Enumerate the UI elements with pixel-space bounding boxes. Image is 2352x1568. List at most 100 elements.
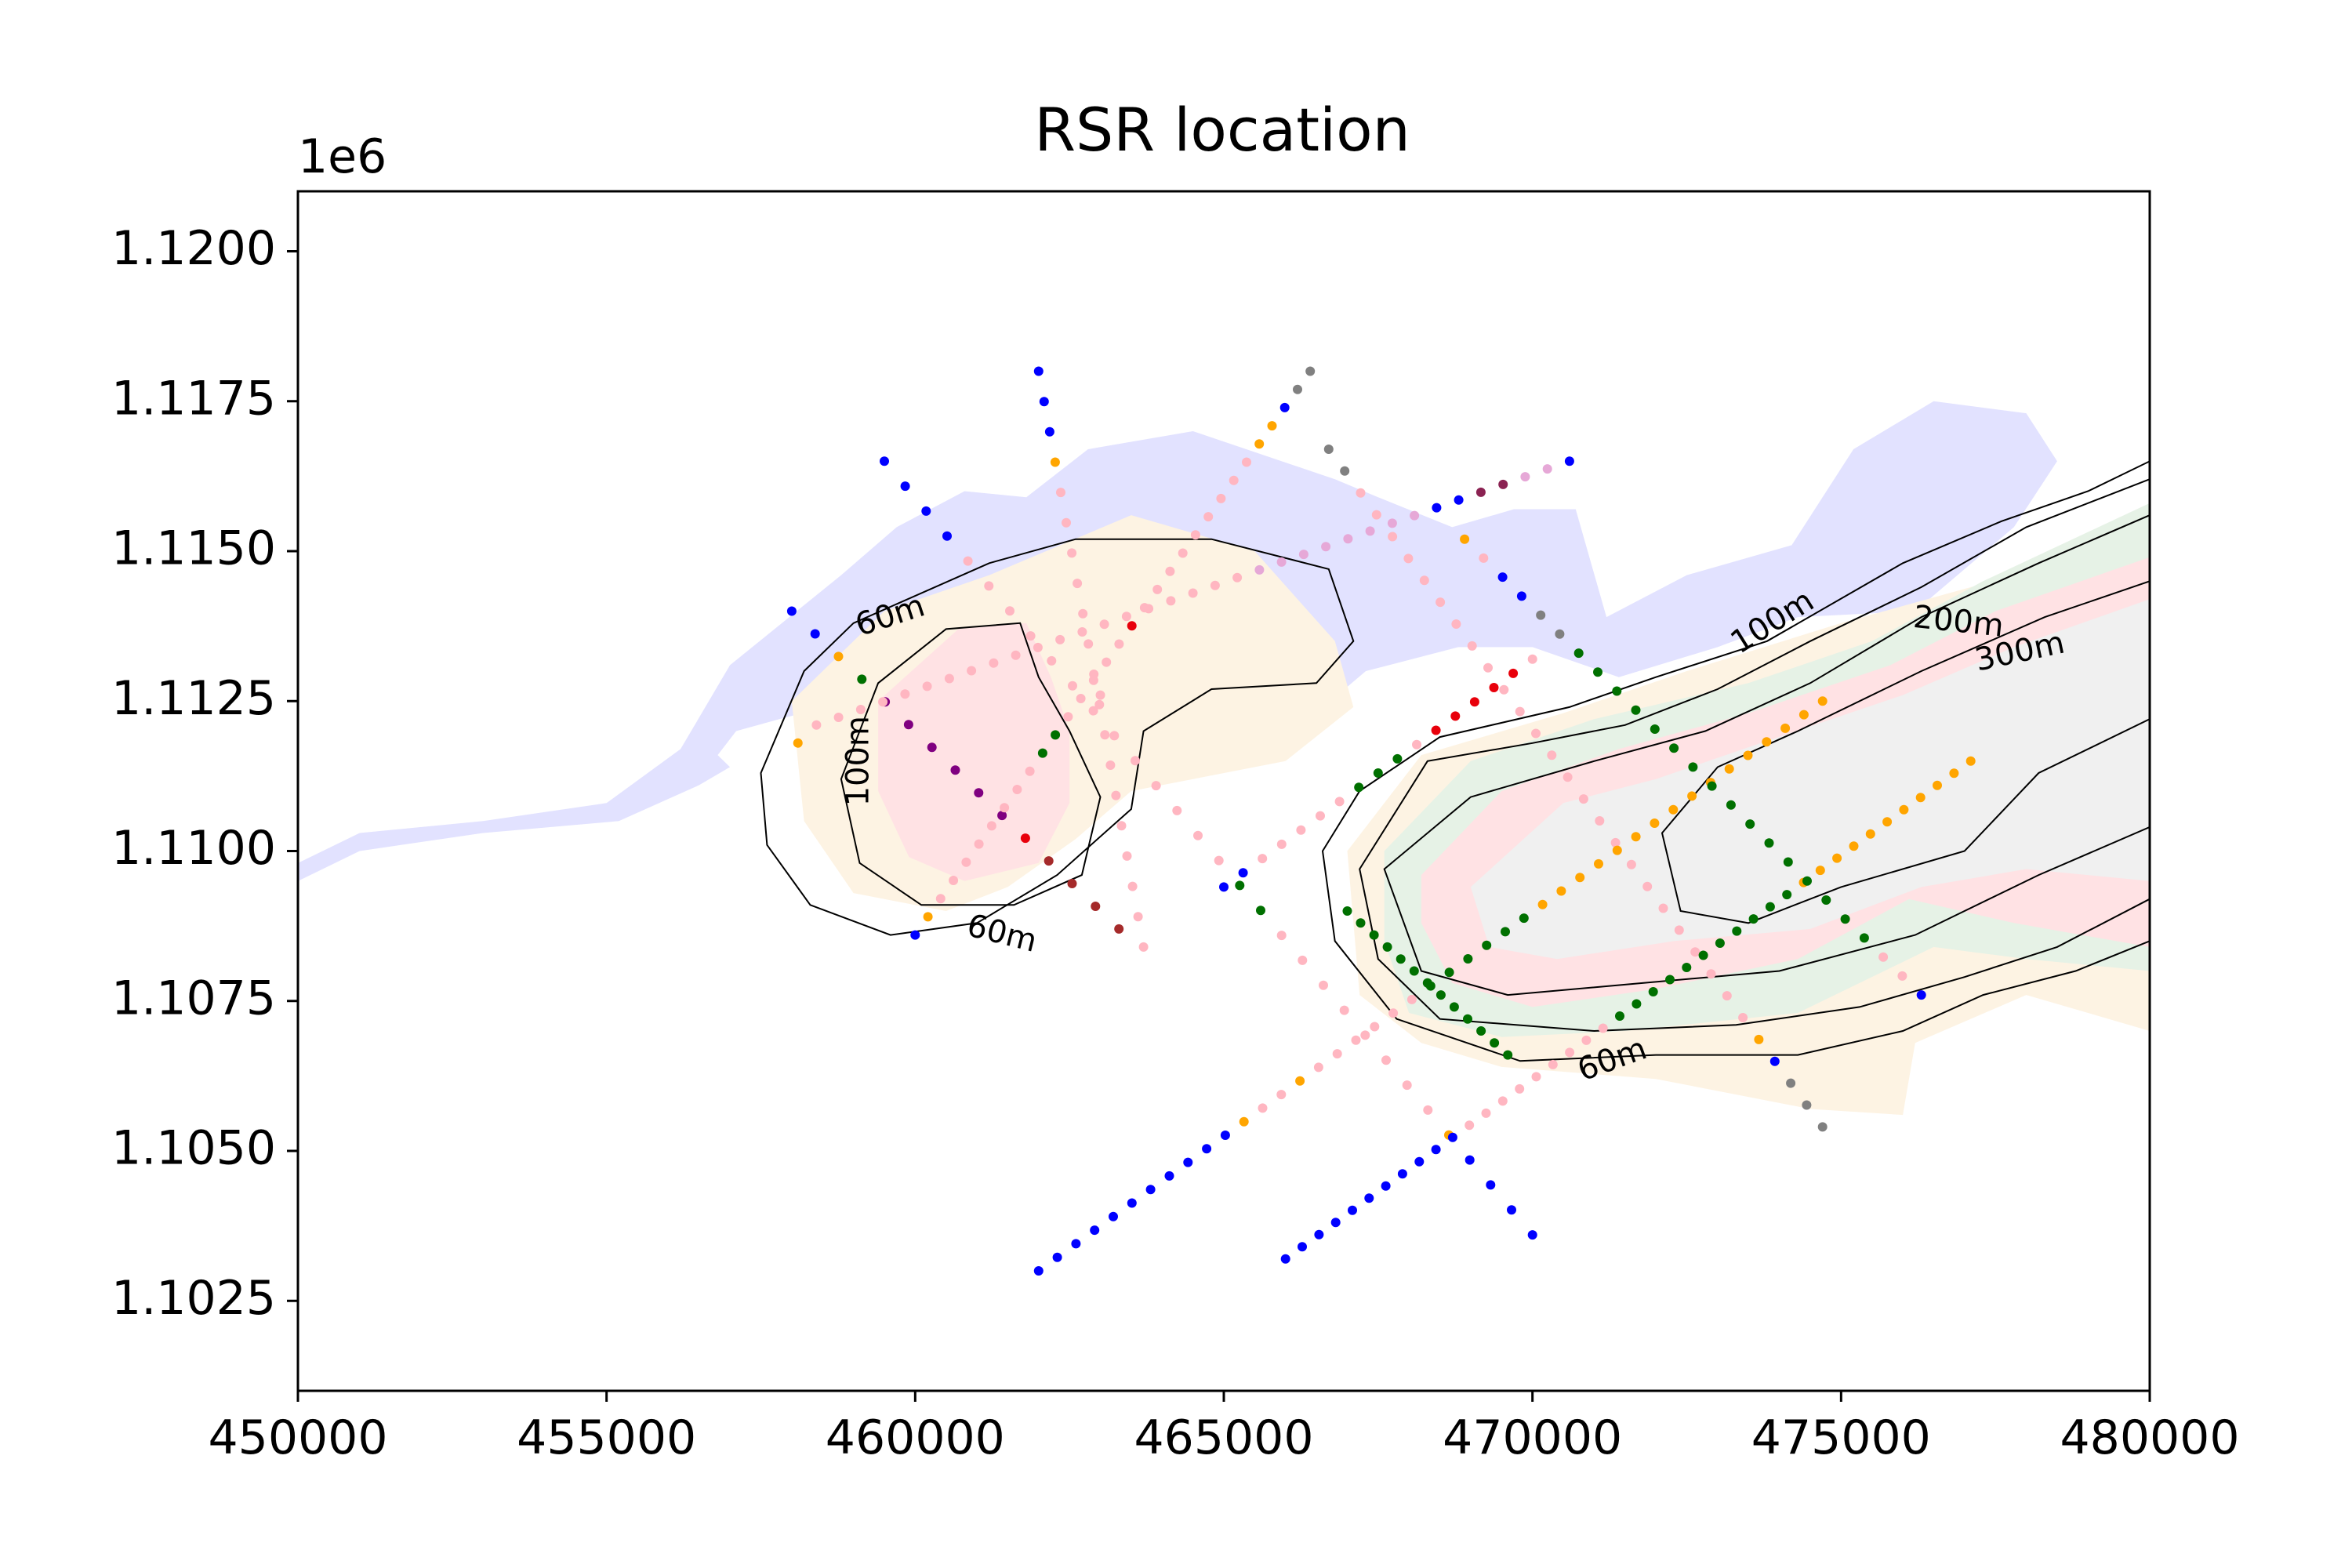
survey-point (1447, 1132, 1457, 1142)
survey-point (1403, 554, 1414, 564)
survey-point (857, 674, 867, 684)
survey-point (997, 811, 1007, 821)
survey-point (1011, 650, 1021, 660)
survey-point (1178, 548, 1188, 558)
survey-point (944, 673, 954, 684)
survey-point (1593, 667, 1602, 677)
survey-point (1392, 753, 1403, 764)
survey-point (1515, 706, 1525, 717)
survey-point (1648, 987, 1658, 996)
survey-point (1276, 931, 1287, 941)
survey-point (1483, 662, 1493, 673)
survey-point (1817, 1122, 1828, 1132)
survey-point (935, 894, 946, 904)
survey-point (1832, 853, 1842, 863)
survey-point (989, 658, 999, 668)
survey-point (1078, 608, 1088, 619)
survey-point (1503, 1050, 1513, 1060)
survey-point (1202, 1144, 1212, 1154)
survey-point (1412, 739, 1421, 750)
survey-point (1469, 697, 1479, 707)
survey-point (1056, 488, 1065, 498)
survey-point (1537, 899, 1548, 909)
survey-point (1099, 619, 1109, 630)
contour-line-0 (760, 538, 1355, 936)
survey-point (1516, 591, 1526, 601)
survey-point (1578, 794, 1588, 804)
survey-point (1055, 634, 1065, 644)
survey-point (1105, 760, 1116, 770)
survey-point (1111, 790, 1121, 800)
survey-point (1658, 903, 1668, 913)
survey-point (1783, 857, 1793, 867)
survey-point (900, 481, 910, 492)
survey-point (1323, 445, 1334, 454)
survey-point (1802, 876, 1812, 886)
survey-point (1370, 1022, 1380, 1032)
survey-point (1047, 655, 1057, 666)
survey-point (986, 821, 996, 831)
survey-point (1091, 902, 1101, 911)
survey-point (1276, 557, 1287, 567)
survey-point (1650, 724, 1660, 734)
y-tick-label: 1.1175 (111, 371, 276, 426)
survey-point (1351, 1035, 1361, 1045)
survey-point (1342, 906, 1352, 916)
x-tick-label: 465000 (1134, 1410, 1313, 1465)
survey-point (1116, 821, 1127, 831)
survey-point (1631, 705, 1641, 715)
survey-point (1012, 785, 1022, 794)
survey-point (1203, 512, 1214, 522)
survey-point (1565, 1047, 1575, 1058)
survey-point (1256, 906, 1265, 916)
survey-point (1497, 572, 1508, 583)
survey-point (1451, 619, 1461, 629)
survey-point (1373, 768, 1383, 778)
survey-point (1114, 639, 1124, 649)
area-rock (1470, 599, 2150, 960)
survey-point (1371, 510, 1381, 520)
survey-point (1076, 694, 1086, 703)
survey-point (1319, 980, 1328, 990)
survey-line-10 (1342, 906, 1513, 1060)
survey-point (1220, 1131, 1230, 1140)
survey-point (949, 876, 959, 885)
survey-point (1102, 657, 1112, 667)
survey-point (921, 506, 931, 516)
survey-point (1547, 750, 1557, 760)
survey-point (1431, 1145, 1441, 1155)
survey-point (1465, 1155, 1475, 1165)
survey-point (1465, 1120, 1475, 1131)
survey-point (1039, 397, 1049, 407)
survey-point (1109, 1211, 1118, 1221)
survey-point (1397, 1169, 1407, 1179)
survey-point (1519, 913, 1529, 924)
survey-point (1548, 1059, 1558, 1069)
survey-point (1164, 1171, 1174, 1181)
survey-point (1127, 881, 1138, 891)
survey-point (1033, 642, 1043, 652)
survey-point (1232, 572, 1243, 583)
survey-point (1665, 975, 1675, 985)
contour-line-1 (840, 622, 1102, 906)
survey-point (1515, 1083, 1525, 1094)
survey-point (1360, 1030, 1370, 1040)
survey-point (1598, 1023, 1608, 1033)
survey-point (1235, 880, 1245, 891)
survey-point (786, 606, 797, 616)
survey-point (1724, 764, 1734, 774)
survey-point (1339, 1005, 1349, 1015)
survey-point (1145, 1185, 1156, 1195)
survey-point (1088, 675, 1098, 685)
x-tick-label: 470000 (1443, 1410, 1622, 1465)
survey-point (922, 681, 932, 691)
survey-point (1410, 510, 1420, 521)
survey-point (1520, 472, 1530, 482)
survey-line-6 (1219, 654, 1537, 892)
survey-point (1631, 832, 1641, 842)
survey-point (1475, 487, 1486, 497)
survey-point (1364, 1193, 1374, 1203)
survey-point (1687, 791, 1697, 801)
survey-point (1330, 1218, 1341, 1228)
survey-point (1165, 566, 1175, 576)
